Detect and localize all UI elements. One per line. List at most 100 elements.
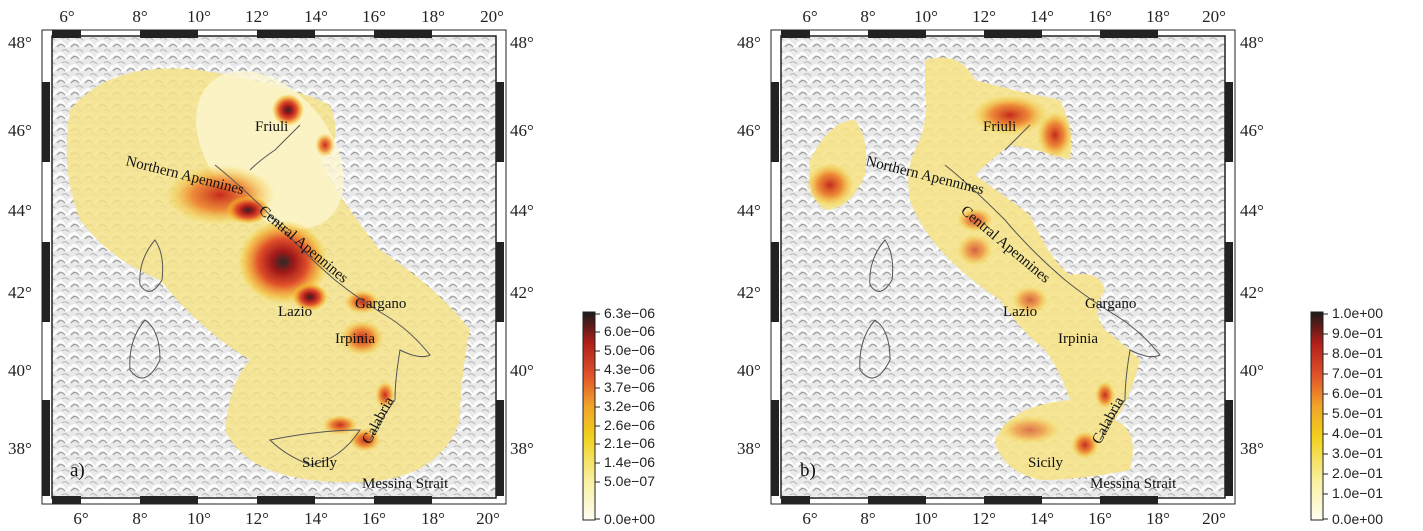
hotspot-friuli-b bbox=[972, 95, 1048, 135]
svg-text:12°: 12° bbox=[972, 509, 996, 528]
svg-text:46°: 46° bbox=[1240, 121, 1264, 140]
svg-text:6.0e−06: 6.0e−06 bbox=[604, 323, 655, 339]
svg-text:38°: 38° bbox=[510, 439, 534, 458]
svg-text:42°: 42° bbox=[1240, 283, 1264, 302]
hotspot-ne bbox=[315, 133, 335, 157]
svg-text:44°: 44° bbox=[737, 201, 761, 220]
label-messina-strait: Messina Strait bbox=[362, 476, 449, 492]
hotspot-ca-b bbox=[957, 208, 993, 232]
lon-ticks-top-b: 6° 8° 10° 12° 14° 16° 18° 20° bbox=[802, 7, 1226, 26]
svg-text:14°: 14° bbox=[1030, 509, 1054, 528]
svg-text:12°: 12° bbox=[245, 7, 269, 26]
svg-text:44°: 44° bbox=[510, 201, 534, 220]
colorbar-b-ticks bbox=[1323, 313, 1328, 520]
colorbar-a: 6.3e−06 6.0e−06 5.0e−06 4.3e−06 3.7e−06 … bbox=[582, 305, 655, 527]
label-sicily: Sicily bbox=[302, 455, 338, 471]
lon-ticks-top-a: 6° 8° 10° 12° 14° 16° 18° 20° bbox=[59, 7, 504, 26]
svg-text:4.3e−06: 4.3e−06 bbox=[604, 361, 655, 377]
svg-text:48°: 48° bbox=[737, 33, 761, 52]
svg-text:40°: 40° bbox=[1240, 361, 1264, 380]
svg-text:5.0e−06: 5.0e−06 bbox=[604, 342, 655, 358]
lat-ticks-left-b: 48° 46° 44° 42° 40° 38° bbox=[737, 33, 761, 458]
label-gargano: Gargano bbox=[355, 296, 406, 312]
svg-text:18°: 18° bbox=[1146, 7, 1170, 26]
hotspot-north-2 bbox=[226, 196, 270, 224]
label-friuli-b: Friuli bbox=[983, 119, 1016, 135]
hotspot-lazio bbox=[292, 283, 328, 311]
panel-label-b: b) bbox=[800, 460, 816, 481]
svg-text:8°: 8° bbox=[132, 7, 147, 26]
svg-text:5.0e−01: 5.0e−01 bbox=[1332, 405, 1383, 421]
islands bbox=[129, 239, 164, 379]
label-irpinia-b: Irpinia bbox=[1058, 331, 1098, 347]
colorbar-a-labels: 6.3e−06 6.0e−06 5.0e−06 4.3e−06 3.7e−06 … bbox=[604, 305, 655, 527]
svg-text:2.0e−01: 2.0e−01 bbox=[1332, 465, 1383, 481]
svg-text:8°: 8° bbox=[860, 7, 875, 26]
svg-text:10°: 10° bbox=[187, 509, 211, 528]
svg-text:1.0e−01: 1.0e−01 bbox=[1332, 485, 1383, 501]
svg-text:1.4e−06: 1.4e−06 bbox=[604, 454, 655, 470]
svg-text:48°: 48° bbox=[510, 33, 534, 52]
svg-text:9.0e−01: 9.0e−01 bbox=[1332, 325, 1383, 341]
colorbar-b: 1.0e+00 9.0e−01 8.0e−01 7.0e−01 6.0e−01 … bbox=[1310, 305, 1383, 527]
colorbar-b-labels: 1.0e+00 9.0e−01 8.0e−01 7.0e−01 6.0e−01 … bbox=[1332, 305, 1383, 527]
label-friuli: Friuli bbox=[255, 119, 288, 135]
svg-text:48°: 48° bbox=[1240, 33, 1264, 52]
svg-text:6.0e−01: 6.0e−01 bbox=[1332, 385, 1383, 401]
svg-text:44°: 44° bbox=[8, 201, 32, 220]
label-messina-strait-b: Messina Strait bbox=[1090, 476, 1177, 492]
svg-text:1.0e+00: 1.0e+00 bbox=[1332, 305, 1383, 321]
hotspot-friuli bbox=[272, 94, 304, 126]
svg-text:7.0e−01: 7.0e−01 bbox=[1332, 365, 1383, 381]
svg-text:10°: 10° bbox=[914, 509, 938, 528]
svg-text:46°: 46° bbox=[8, 121, 32, 140]
svg-text:12°: 12° bbox=[972, 7, 996, 26]
svg-text:12°: 12° bbox=[245, 509, 269, 528]
lon-ticks-bottom-b: 6° 8° 10° 12° 14° 16° 18° 20° bbox=[802, 509, 1226, 528]
svg-text:20°: 20° bbox=[480, 7, 504, 26]
svg-text:10°: 10° bbox=[187, 7, 211, 26]
svg-text:42°: 42° bbox=[8, 283, 32, 302]
panel-label-a: a) bbox=[70, 460, 85, 481]
svg-text:6°: 6° bbox=[802, 7, 817, 26]
hotspot-central-apennines bbox=[238, 220, 328, 304]
svg-text:8.0e−01: 8.0e−01 bbox=[1332, 345, 1383, 361]
svg-text:3.7e−06: 3.7e−06 bbox=[604, 379, 655, 395]
lat-ticks-left-a: 48° 46° 44° 42° 40° 38° bbox=[8, 33, 32, 458]
hotspot-lazio-b bbox=[1012, 286, 1048, 314]
svg-text:18°: 18° bbox=[421, 7, 445, 26]
svg-text:6°: 6° bbox=[802, 509, 817, 528]
hotspot-ne-b bbox=[1037, 111, 1073, 159]
svg-text:40°: 40° bbox=[8, 361, 32, 380]
coastline bbox=[214, 124, 431, 441]
svg-text:16°: 16° bbox=[362, 7, 386, 26]
svg-text:6°: 6° bbox=[59, 7, 74, 26]
hotspot-calabria bbox=[375, 381, 395, 409]
svg-text:16°: 16° bbox=[362, 509, 386, 528]
svg-text:46°: 46° bbox=[510, 121, 534, 140]
svg-text:20°: 20° bbox=[1202, 7, 1226, 26]
svg-text:38°: 38° bbox=[8, 439, 32, 458]
svg-text:14°: 14° bbox=[304, 7, 328, 26]
svg-text:16°: 16° bbox=[1088, 509, 1112, 528]
svg-text:38°: 38° bbox=[1240, 439, 1264, 458]
svg-text:18°: 18° bbox=[421, 509, 445, 528]
islands-b bbox=[859, 239, 894, 379]
svg-text:16°: 16° bbox=[1088, 7, 1112, 26]
svg-text:14°: 14° bbox=[304, 509, 328, 528]
svg-text:0.0e+00: 0.0e+00 bbox=[604, 511, 655, 527]
svg-text:2.6e−06: 2.6e−06 bbox=[604, 417, 655, 433]
hotspot-gargano bbox=[344, 290, 380, 314]
hotspot-messina-b bbox=[1071, 431, 1099, 459]
svg-text:48°: 48° bbox=[8, 33, 32, 52]
svg-text:0.0e+00: 0.0e+00 bbox=[1332, 511, 1383, 527]
label-sicily-b: Sicily bbox=[1028, 455, 1064, 471]
panel-a-map: Friuli Northern Apennines Central Apenni… bbox=[8, 7, 534, 528]
svg-text:18°: 18° bbox=[1146, 509, 1170, 528]
svg-text:6°: 6° bbox=[73, 509, 88, 528]
svg-text:2.1e−06: 2.1e−06 bbox=[604, 435, 655, 451]
hotspot-irpinia bbox=[340, 320, 384, 356]
colorbar-b-ramp bbox=[1310, 311, 1324, 521]
svg-text:42°: 42° bbox=[510, 283, 534, 302]
